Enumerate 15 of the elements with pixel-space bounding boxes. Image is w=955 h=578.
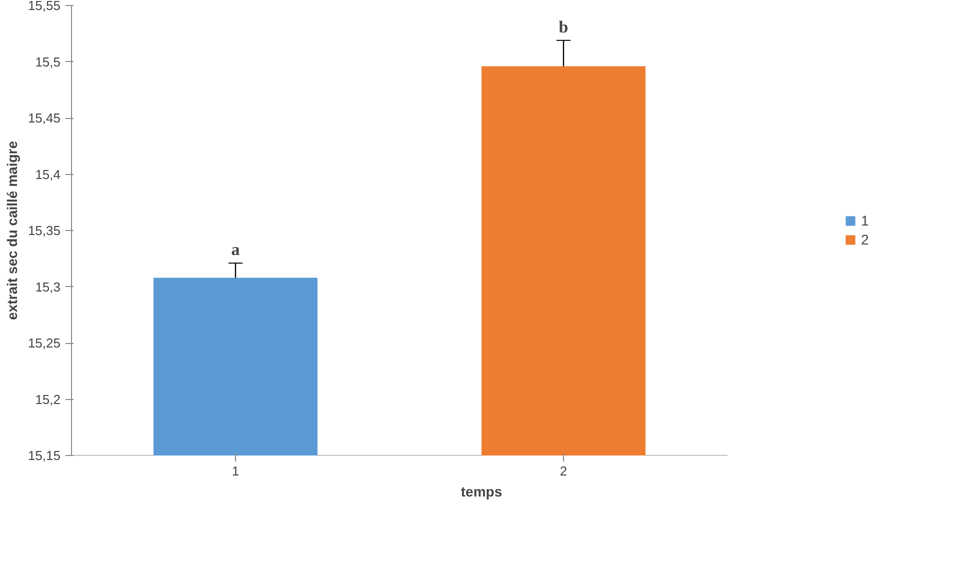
y-tick-label: 15,4 [35, 166, 61, 182]
y-tick-label: 15,25 [28, 336, 61, 350]
y-tick-label: 15,15 [28, 448, 61, 463]
y-tick-label: 15,5 [35, 54, 61, 70]
annotation: a [231, 240, 240, 260]
y-tick-label: 15,45 [28, 110, 61, 126]
y-tick-label: 15,55 [28, 0, 61, 13]
y-axis-title: extrait sec du caillé maigre [4, 140, 20, 320]
x-axis-title: temps [460, 484, 502, 500]
annotation: b [558, 17, 568, 36]
y-tick-label: 15,3 [35, 279, 61, 294]
legend-label: 1 [861, 212, 870, 228]
y-tick-label: 15,2 [35, 392, 61, 407]
legend-label: 2 [861, 232, 870, 248]
y-tick-label: 15,35 [28, 223, 61, 238]
